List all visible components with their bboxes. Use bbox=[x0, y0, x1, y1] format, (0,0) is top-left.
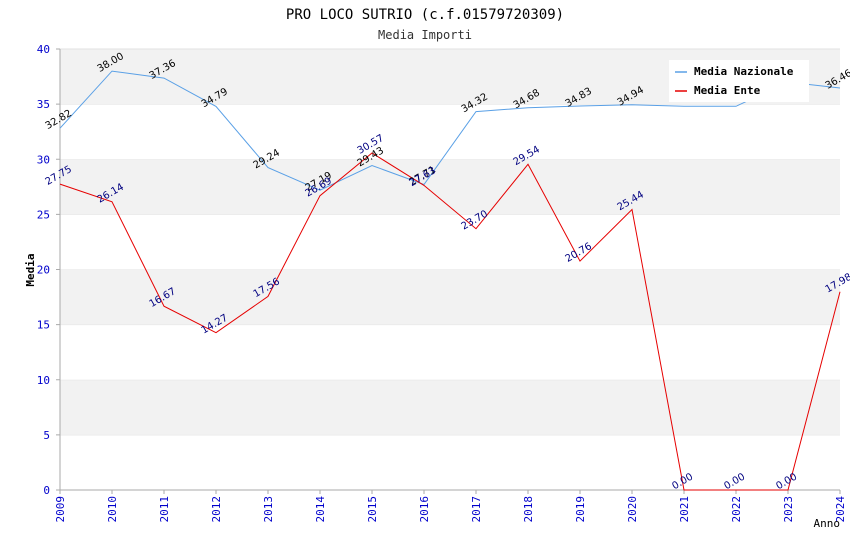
grid-band bbox=[60, 380, 840, 435]
legend-label-ente: Media Ente bbox=[694, 84, 761, 97]
x-tick-label: 2013 bbox=[262, 496, 275, 523]
x-tick-label: 2019 bbox=[574, 496, 587, 523]
x-tick-label: 2021 bbox=[678, 496, 691, 523]
y-tick-label: 35 bbox=[37, 98, 50, 111]
y-tick-label: 5 bbox=[43, 429, 50, 442]
grid-band bbox=[60, 104, 840, 159]
x-tick-labels: 2009 2010 2011 2012 2013 2014 2015 2016 2017 2018… bbox=[54, 496, 847, 523]
y-tick-label: 25 bbox=[37, 208, 50, 221]
y-tick-label: 15 bbox=[37, 319, 50, 332]
x-tick-label: 2012 bbox=[210, 496, 223, 523]
x-tick-label: 2018 bbox=[522, 496, 535, 523]
y-tick-label: 20 bbox=[37, 264, 50, 277]
x-tick-label: 2022 bbox=[730, 496, 743, 523]
x-tick-label: 2017 bbox=[470, 496, 483, 523]
y-tick-label: 30 bbox=[37, 153, 50, 166]
x-tick-label: 2009 bbox=[54, 496, 67, 523]
y-tick-label: 0 bbox=[43, 484, 50, 497]
x-axis-label: Anno bbox=[814, 517, 841, 530]
y-axis-label: Media bbox=[24, 253, 37, 286]
y-tick-labels: 0 5 10 15 20 25 30 35 40 bbox=[37, 43, 50, 497]
y-tick-label: 40 bbox=[37, 43, 50, 56]
y-tick-label: 10 bbox=[37, 374, 50, 387]
x-tick-label: 2016 bbox=[418, 496, 431, 523]
grid-band bbox=[60, 325, 840, 380]
grid-band bbox=[60, 214, 840, 269]
x-tick-label: 2011 bbox=[158, 496, 171, 523]
x-tick-label: 2010 bbox=[106, 496, 119, 523]
grid-bands bbox=[60, 49, 840, 490]
chart-subtitle: Media Importi bbox=[378, 28, 472, 42]
legend: Media Nazionale Media Ente bbox=[669, 60, 809, 102]
x-tick-label: 2015 bbox=[366, 496, 379, 523]
legend-label-nazionale: Media Nazionale bbox=[694, 65, 794, 78]
chart-title: PRO LOCO SUTRIO (c.f.01579720309) bbox=[286, 7, 564, 23]
grid-band bbox=[60, 270, 840, 325]
x-tick-label: 2023 bbox=[782, 496, 795, 523]
x-tick-label: 2020 bbox=[626, 496, 639, 523]
x-tick-label: 2014 bbox=[314, 496, 327, 523]
grid-band bbox=[60, 159, 840, 214]
